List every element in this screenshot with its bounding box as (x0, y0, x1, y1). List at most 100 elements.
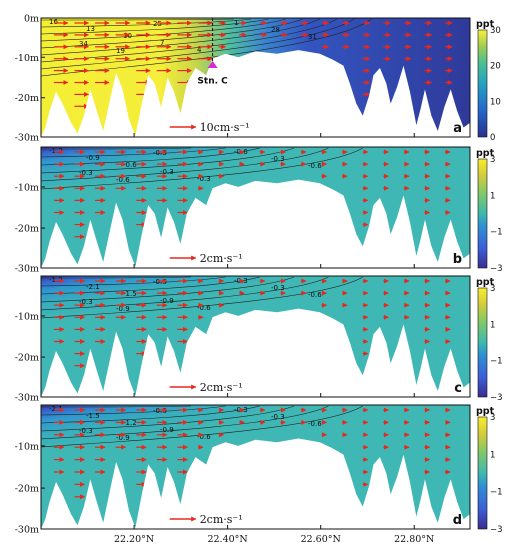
contour-label: -0.3 (160, 168, 174, 176)
seafloor (41, 50, 470, 137)
y-tick-label: -20m (15, 353, 39, 364)
colorbar-tick-label: −1 (490, 357, 503, 367)
contour-line (40, 405, 329, 440)
contour-label: -0.9 (160, 297, 174, 305)
contour-label: -1.2 (49, 147, 63, 155)
contour-line (40, 18, 355, 70)
y-tick-label: -10m (15, 182, 39, 193)
colorbar-tick-label: 1 (490, 320, 495, 330)
panel-label: d (453, 513, 462, 528)
colorbar (477, 29, 488, 138)
colorbar-tick-label: −3 (490, 393, 503, 403)
contour-label: -0.6 (123, 161, 137, 169)
seafloor (41, 179, 470, 268)
contour-label: 4 (197, 46, 202, 54)
contour-line (40, 276, 295, 303)
x-tick-label: 22.40°N (207, 534, 247, 545)
contour-label: -0.6 (197, 433, 211, 441)
station-marker (207, 60, 218, 68)
contour-line (40, 18, 235, 21)
contour-label: -0.3 (79, 298, 93, 306)
contour-label: -0.9 (160, 426, 174, 434)
contour-line (40, 18, 372, 77)
reference-arrow-label: 10cm·s⁻¹ (200, 121, 250, 134)
y-tick-label: -20m (15, 93, 39, 104)
contour-line (40, 276, 363, 319)
y-tick-label: -10m (15, 53, 39, 64)
colorbar-unit: ppt (476, 406, 495, 417)
x-tick-label: 22.20°N (114, 534, 154, 545)
y-tick-label: -10m (15, 441, 39, 452)
y-tick-label: -30m (15, 525, 39, 536)
contour-label: -1.5 (86, 412, 100, 420)
colorbar-unit: ppt (476, 148, 495, 159)
plot-frame (40, 17, 471, 138)
y-tick-label: -10m (15, 311, 39, 322)
contour-line (40, 18, 303, 49)
contour-line (40, 18, 338, 63)
contour-line (40, 405, 226, 416)
reference-arrow-label: 2cm·s⁻¹ (200, 513, 243, 526)
contour-label: -0.6 (116, 176, 130, 184)
y-tick-label: 0m (24, 14, 39, 25)
colorbar (477, 287, 488, 398)
colorbar-unit: ppt (476, 277, 495, 288)
contour-label: -1.2 (49, 276, 63, 284)
colorbar-tick-label: 3 (490, 155, 495, 165)
contour-label: -0.6 (197, 304, 211, 312)
contour-line (40, 18, 320, 56)
colorbar-tick-label: 10 (490, 97, 501, 107)
contour-line (40, 276, 192, 279)
contour-label: -0.6 (308, 420, 322, 428)
x-tick-label: 22.80°N (394, 534, 434, 545)
contour-label: 10 (123, 32, 132, 40)
contour-line (40, 276, 329, 311)
contour-label: 25 (153, 20, 162, 28)
colorbar-tick-label: 30 (490, 26, 501, 36)
contour-label: -0.3 (153, 149, 167, 157)
contour-line (40, 147, 329, 182)
colorbar (477, 416, 488, 530)
colorbar-tick-label: 0 (490, 133, 495, 143)
panel-a: 16 13 10 7 4 1 28 31 34 19 25 0m -10m -20m -30m a 10cm·s… (15, 14, 501, 144)
contour-label: -0.3 (79, 169, 93, 177)
colorbar-tick-label: −1 (490, 488, 503, 498)
contour-label: 28 (271, 26, 280, 34)
seafloor (41, 438, 470, 529)
contour-label: 7 (160, 39, 164, 47)
colorbar-tick-label: −3 (490, 264, 503, 274)
plot-frame (40, 275, 471, 398)
y-tick-label: -20m (15, 484, 39, 495)
plot-frame (40, 146, 471, 269)
contour-line (40, 147, 226, 158)
contour-line (40, 276, 226, 287)
contour-label: -0.6 (308, 162, 322, 170)
panel-b: -1.2-0.9-0.6-0.3-0.3-0.6-0.3-0.6-0.3-0.6… (15, 146, 503, 275)
contour-label: -0.9 (116, 305, 130, 313)
contour-label: -0.6 (153, 278, 167, 286)
panel-label: c (454, 381, 462, 396)
contour-line (40, 147, 295, 174)
y-tick-label: -20m (15, 224, 39, 235)
contour-label: -0.3 (271, 284, 285, 292)
contour-label: -0.9 (116, 434, 130, 442)
colorbar-tick-label: 3 (490, 284, 495, 294)
reference-arrow-label: 2cm·s⁻¹ (200, 381, 243, 394)
contour-label: 1 (234, 19, 238, 27)
contour-label: 19 (116, 47, 125, 55)
contour-label: -0.9 (86, 154, 100, 162)
seafloor (41, 308, 470, 397)
panel-label: a (453, 121, 462, 136)
contour-label: -1.5 (123, 290, 137, 298)
contour-label: -1.2 (123, 419, 137, 427)
colorbar-tick-label: −1 (490, 228, 503, 238)
y-tick-label: -30m (15, 393, 39, 404)
contour-label: -0.3 (271, 413, 285, 421)
contour-label: -0.6 (153, 407, 167, 415)
station-label: Stn. C (197, 76, 228, 86)
x-tick-label: 22.60°N (301, 534, 341, 545)
contour-label: -0.3 (79, 427, 93, 435)
contour-line (40, 405, 192, 408)
contour-label: 34 (79, 40, 88, 48)
